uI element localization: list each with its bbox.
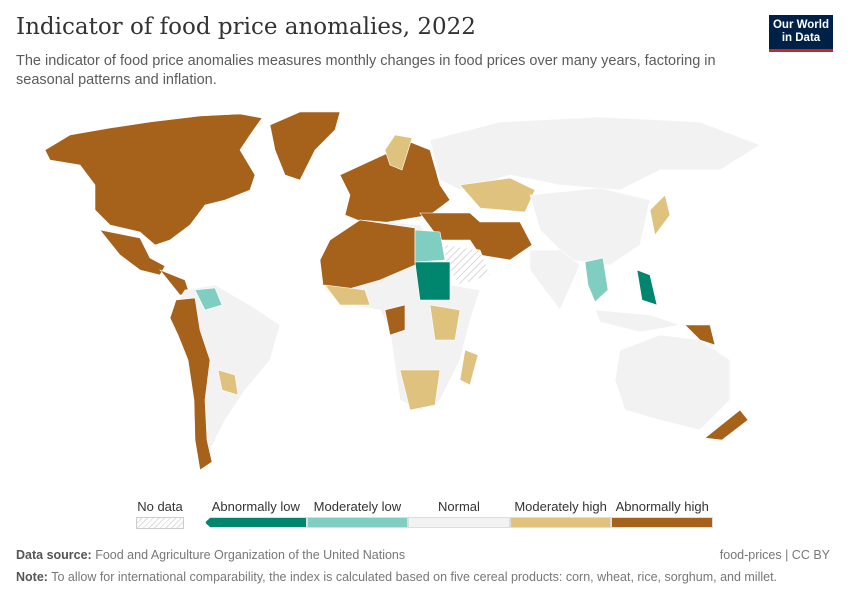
license[interactable]: food-prices | CC BY bbox=[719, 548, 830, 562]
region-bolivia[interactable] bbox=[217, 369, 239, 396]
legend-label: Normal bbox=[438, 499, 480, 514]
region-north-america[interactable] bbox=[44, 113, 263, 246]
chart-title: Indicator of food price anomalies, 2022 bbox=[16, 14, 476, 40]
region-japan[interactable] bbox=[649, 194, 671, 236]
region-sudan[interactable] bbox=[414, 261, 451, 301]
legend-no-data-label: No data bbox=[137, 499, 183, 514]
legend-swatch[interactable] bbox=[205, 517, 307, 528]
chart-subtitle: The indicator of food price anomalies me… bbox=[16, 53, 716, 88]
region-mexico[interactable] bbox=[99, 229, 166, 276]
region-venezuela[interactable] bbox=[194, 287, 223, 311]
region-greenland[interactable] bbox=[269, 111, 341, 181]
source-label: Data source: bbox=[16, 548, 92, 562]
region-mainland-se-asia[interactable] bbox=[584, 257, 609, 303]
legend-swatch[interactable] bbox=[611, 517, 713, 528]
legend-swatch[interactable] bbox=[509, 517, 612, 528]
region-russia[interactable] bbox=[429, 116, 761, 191]
region-egypt[interactable] bbox=[414, 229, 446, 263]
note-label: Note: bbox=[16, 570, 48, 584]
world-map bbox=[44, 111, 761, 471]
region-middle-east[interactable] bbox=[419, 212, 533, 261]
region-madagascar[interactable] bbox=[459, 349, 479, 386]
region-central-africa[interactable] bbox=[384, 304, 406, 336]
region-india[interactable] bbox=[529, 249, 581, 311]
legend-label: Abnormally high bbox=[615, 499, 709, 514]
legend-label: Abnormally low bbox=[211, 499, 300, 514]
region-papua-new-guinea[interactable] bbox=[684, 324, 716, 346]
region-kazakhstan[interactable] bbox=[459, 177, 536, 213]
region-north-africa[interactable] bbox=[319, 219, 416, 291]
owid-logo[interactable]: Our World in Data bbox=[769, 15, 833, 52]
region-indonesia[interactable] bbox=[594, 309, 681, 333]
legend-no-data-swatch bbox=[136, 517, 184, 529]
region-china[interactable] bbox=[529, 187, 651, 266]
note: Note: To allow for international compara… bbox=[16, 570, 777, 584]
region-new-zealand[interactable] bbox=[704, 409, 749, 441]
region-southern-africa[interactable] bbox=[399, 369, 441, 411]
region-scandinavia[interactable] bbox=[384, 134, 413, 171]
legend-swatch[interactable] bbox=[408, 517, 510, 528]
source-text[interactable]: Food and Agriculture Organization of the… bbox=[95, 548, 406, 562]
region-andes[interactable] bbox=[169, 297, 213, 471]
region-philippines[interactable] bbox=[636, 269, 658, 306]
region-australia[interactable] bbox=[614, 334, 731, 431]
region-east-africa[interactable] bbox=[429, 304, 461, 341]
region-saudi-arabia[interactable] bbox=[444, 244, 491, 286]
legend-label: Moderately high bbox=[514, 499, 607, 514]
data-source: Data source: Food and Agriculture Organi… bbox=[16, 548, 405, 562]
legend-label: Moderately low bbox=[313, 499, 402, 514]
legend-swatch[interactable] bbox=[306, 517, 409, 528]
note-text: To allow for international comparability… bbox=[51, 570, 778, 584]
region-west-africa[interactable] bbox=[324, 284, 371, 306]
